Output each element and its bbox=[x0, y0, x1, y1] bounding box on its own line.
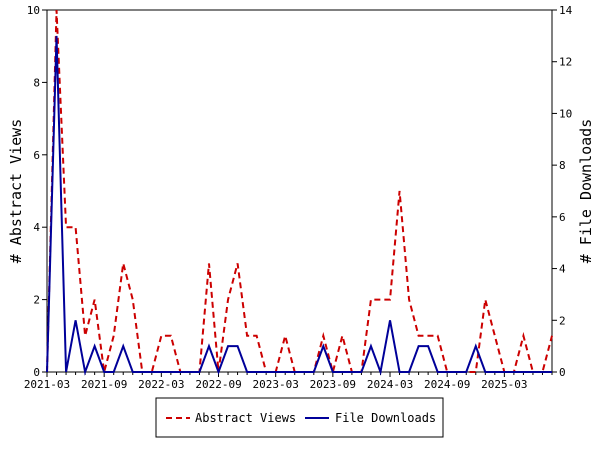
left-tick-label: 10 bbox=[27, 4, 40, 17]
legend: Abstract Views File Downloads bbox=[155, 397, 444, 438]
x-axis: 2021-03 2021-09 2022-03 2022-09 2023-03 2023-… bbox=[24, 372, 553, 391]
right-tick-label: 2 bbox=[559, 314, 566, 327]
left-tick-label: 4 bbox=[33, 221, 40, 234]
right-tick-label: 0 bbox=[559, 366, 566, 379]
left-tick-label: 6 bbox=[33, 149, 40, 162]
series-layer bbox=[46, 9, 553, 376]
right-tick-label: 12 bbox=[559, 56, 572, 69]
plot-border bbox=[46, 9, 553, 373]
right-tick-label: 6 bbox=[559, 211, 566, 224]
x-tick-label: 2022-09 bbox=[195, 378, 241, 391]
left-tick-label: 2 bbox=[33, 294, 40, 307]
right-axis-title: # File Downloads bbox=[577, 119, 595, 264]
x-tick-label: 2022-03 bbox=[138, 378, 184, 391]
legend-box bbox=[155, 397, 444, 438]
left-y-axis: 0 2 4 6 8 10 bbox=[27, 4, 47, 379]
right-tick-label: 8 bbox=[559, 159, 566, 172]
x-tick-label: 2023-03 bbox=[252, 378, 298, 391]
right-y-axis: 0 2 4 6 8 10 12 14 bbox=[552, 4, 573, 379]
legend-label-abstract-views: Abstract Views bbox=[195, 411, 296, 425]
series-line-file-downloads bbox=[46, 35, 552, 376]
x-tick-label: 2025-03 bbox=[481, 378, 527, 391]
legend-label-file-downloads: File Downloads bbox=[335, 411, 436, 425]
x-tick-label: 2023-09 bbox=[310, 378, 356, 391]
x-tick-label: 2021-03 bbox=[24, 378, 70, 391]
right-tick-label: 14 bbox=[559, 4, 573, 17]
left-tick-label: 8 bbox=[33, 76, 40, 89]
right-tick-label: 10 bbox=[559, 107, 572, 120]
x-tick-label: 2024-03 bbox=[367, 378, 413, 391]
plot-frame bbox=[46, 9, 553, 373]
x-tick-label: 2021-09 bbox=[81, 378, 127, 391]
series-line-abstract-views bbox=[46, 9, 553, 376]
right-tick-label: 4 bbox=[559, 263, 566, 276]
left-axis-title: # Abstract Views bbox=[7, 119, 25, 264]
x-tick-label: 2024-09 bbox=[424, 378, 470, 391]
left-tick-label: 0 bbox=[33, 366, 40, 379]
